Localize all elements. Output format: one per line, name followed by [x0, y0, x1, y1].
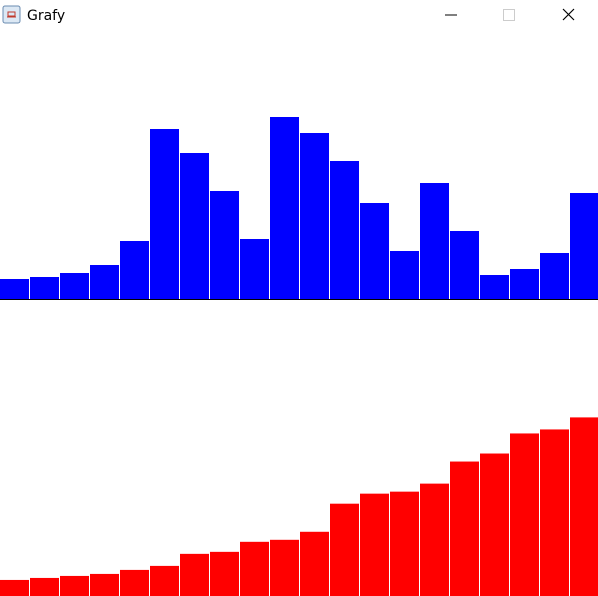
- bar: [420, 483, 449, 596]
- bar: [150, 129, 179, 299]
- bar: [570, 417, 598, 596]
- bar: [360, 493, 389, 596]
- bar: [210, 551, 239, 596]
- bar: [510, 433, 539, 596]
- bar: [60, 273, 89, 299]
- title-bar: [0, 0, 598, 32]
- bar: [120, 569, 149, 596]
- bar: [300, 531, 329, 596]
- bar: [240, 239, 269, 299]
- bar: [450, 461, 479, 596]
- app-icon-cup: [7, 11, 16, 18]
- bar: [480, 275, 509, 299]
- bar: [390, 251, 419, 299]
- bar: [450, 231, 479, 299]
- bar: [180, 553, 209, 596]
- bar: [330, 161, 359, 299]
- bar: [390, 491, 419, 596]
- bar: [420, 183, 449, 299]
- bar: [210, 191, 239, 299]
- bar: [0, 279, 29, 299]
- bar: [120, 241, 149, 299]
- bar: [90, 573, 119, 596]
- bar: [90, 265, 119, 299]
- bar: [330, 503, 359, 596]
- bar: [270, 117, 299, 299]
- bar: [570, 193, 598, 299]
- bar: [270, 539, 299, 596]
- close-button[interactable]: [562, 8, 575, 21]
- app-icon: [2, 5, 21, 24]
- bar: [180, 153, 209, 299]
- window-title: Grafy: [27, 8, 65, 24]
- bar: [240, 541, 269, 596]
- bar: [300, 133, 329, 299]
- bar: [480, 453, 509, 596]
- bar: [30, 277, 59, 299]
- bar: [360, 203, 389, 299]
- bar: [540, 429, 569, 596]
- bar: [30, 577, 59, 596]
- maximize-button[interactable]: [503, 9, 515, 21]
- bar: [540, 253, 569, 299]
- bar: [0, 579, 29, 596]
- bar: [150, 565, 179, 596]
- bar: [60, 575, 89, 596]
- bar: [510, 269, 539, 299]
